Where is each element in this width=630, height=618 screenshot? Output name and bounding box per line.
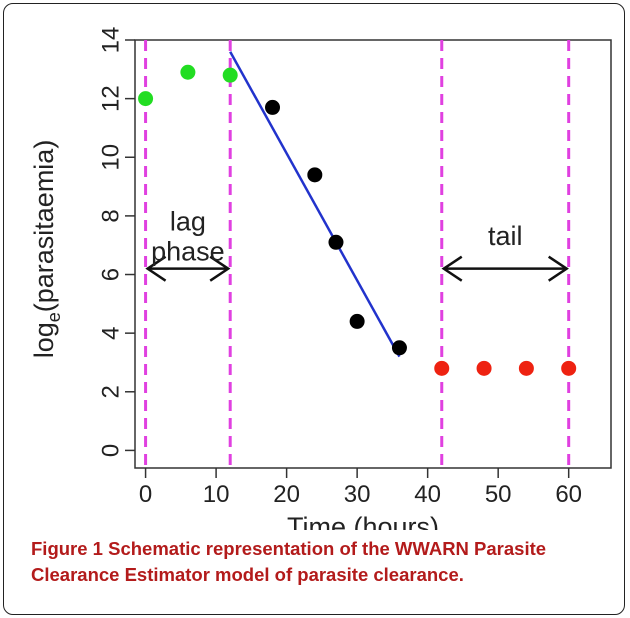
parasite-clearance-chart: 0 2 4 6 8 10 12 14 0 10 20 30 40 50 60 Time (hours) loge… [29,27,612,530]
tail-data-point [434,360,450,376]
y-tick-label: 0 [98,444,125,457]
tail-data-point [476,360,492,376]
x-tick-label: 10 [203,481,230,508]
clearance-data-point [307,167,323,183]
y-tick-label: 14 [98,27,125,54]
plot-frame [134,39,612,469]
y-tick-label: 8 [98,209,125,222]
x-tick-label: 50 [485,481,512,508]
tail-data-point [561,360,577,376]
y-tick-label: 6 [98,268,125,281]
annotation-arrowhead-right [209,255,231,282]
y-axis-label: loge(parasitaemia) [29,140,64,359]
clearance-data-point [391,340,407,356]
x-axis-label: Time (hours) [287,512,439,530]
annotation-label: tail [488,221,523,251]
tail-data-point [518,360,534,376]
caption-text: Schematic representation of the WWARN Pa… [31,538,547,585]
lag-data-point [138,91,154,107]
y-tick-label: 10 [98,144,125,171]
clearance-data-point [265,99,281,115]
lag-data-point [222,67,238,83]
x-tick-label: 0 [139,481,152,508]
annotation-arrowhead-left [145,255,167,282]
regression-line [229,51,401,358]
annotation-label: lag [170,207,206,237]
clearance-data-point [349,313,365,329]
y-tick-label: 2 [98,385,125,398]
x-tick-label: 40 [414,481,441,508]
figure-frame [3,3,625,615]
y-tick-label: 4 [98,326,125,339]
x-tick-label: 30 [344,481,371,508]
lag-data-point [180,64,196,80]
annotation-label: phase [151,237,225,267]
annotation-arrowhead-left [441,255,463,282]
y-tick-label: 12 [98,85,125,112]
clearance-data-point [328,234,344,250]
annotation-arrowhead-right [547,255,569,282]
figure-caption: Figure 1 Schematic representation of the… [31,536,611,588]
x-tick-label: 20 [273,481,300,508]
x-tick-label: 60 [555,481,582,508]
caption-label: Figure 1 [31,538,103,559]
